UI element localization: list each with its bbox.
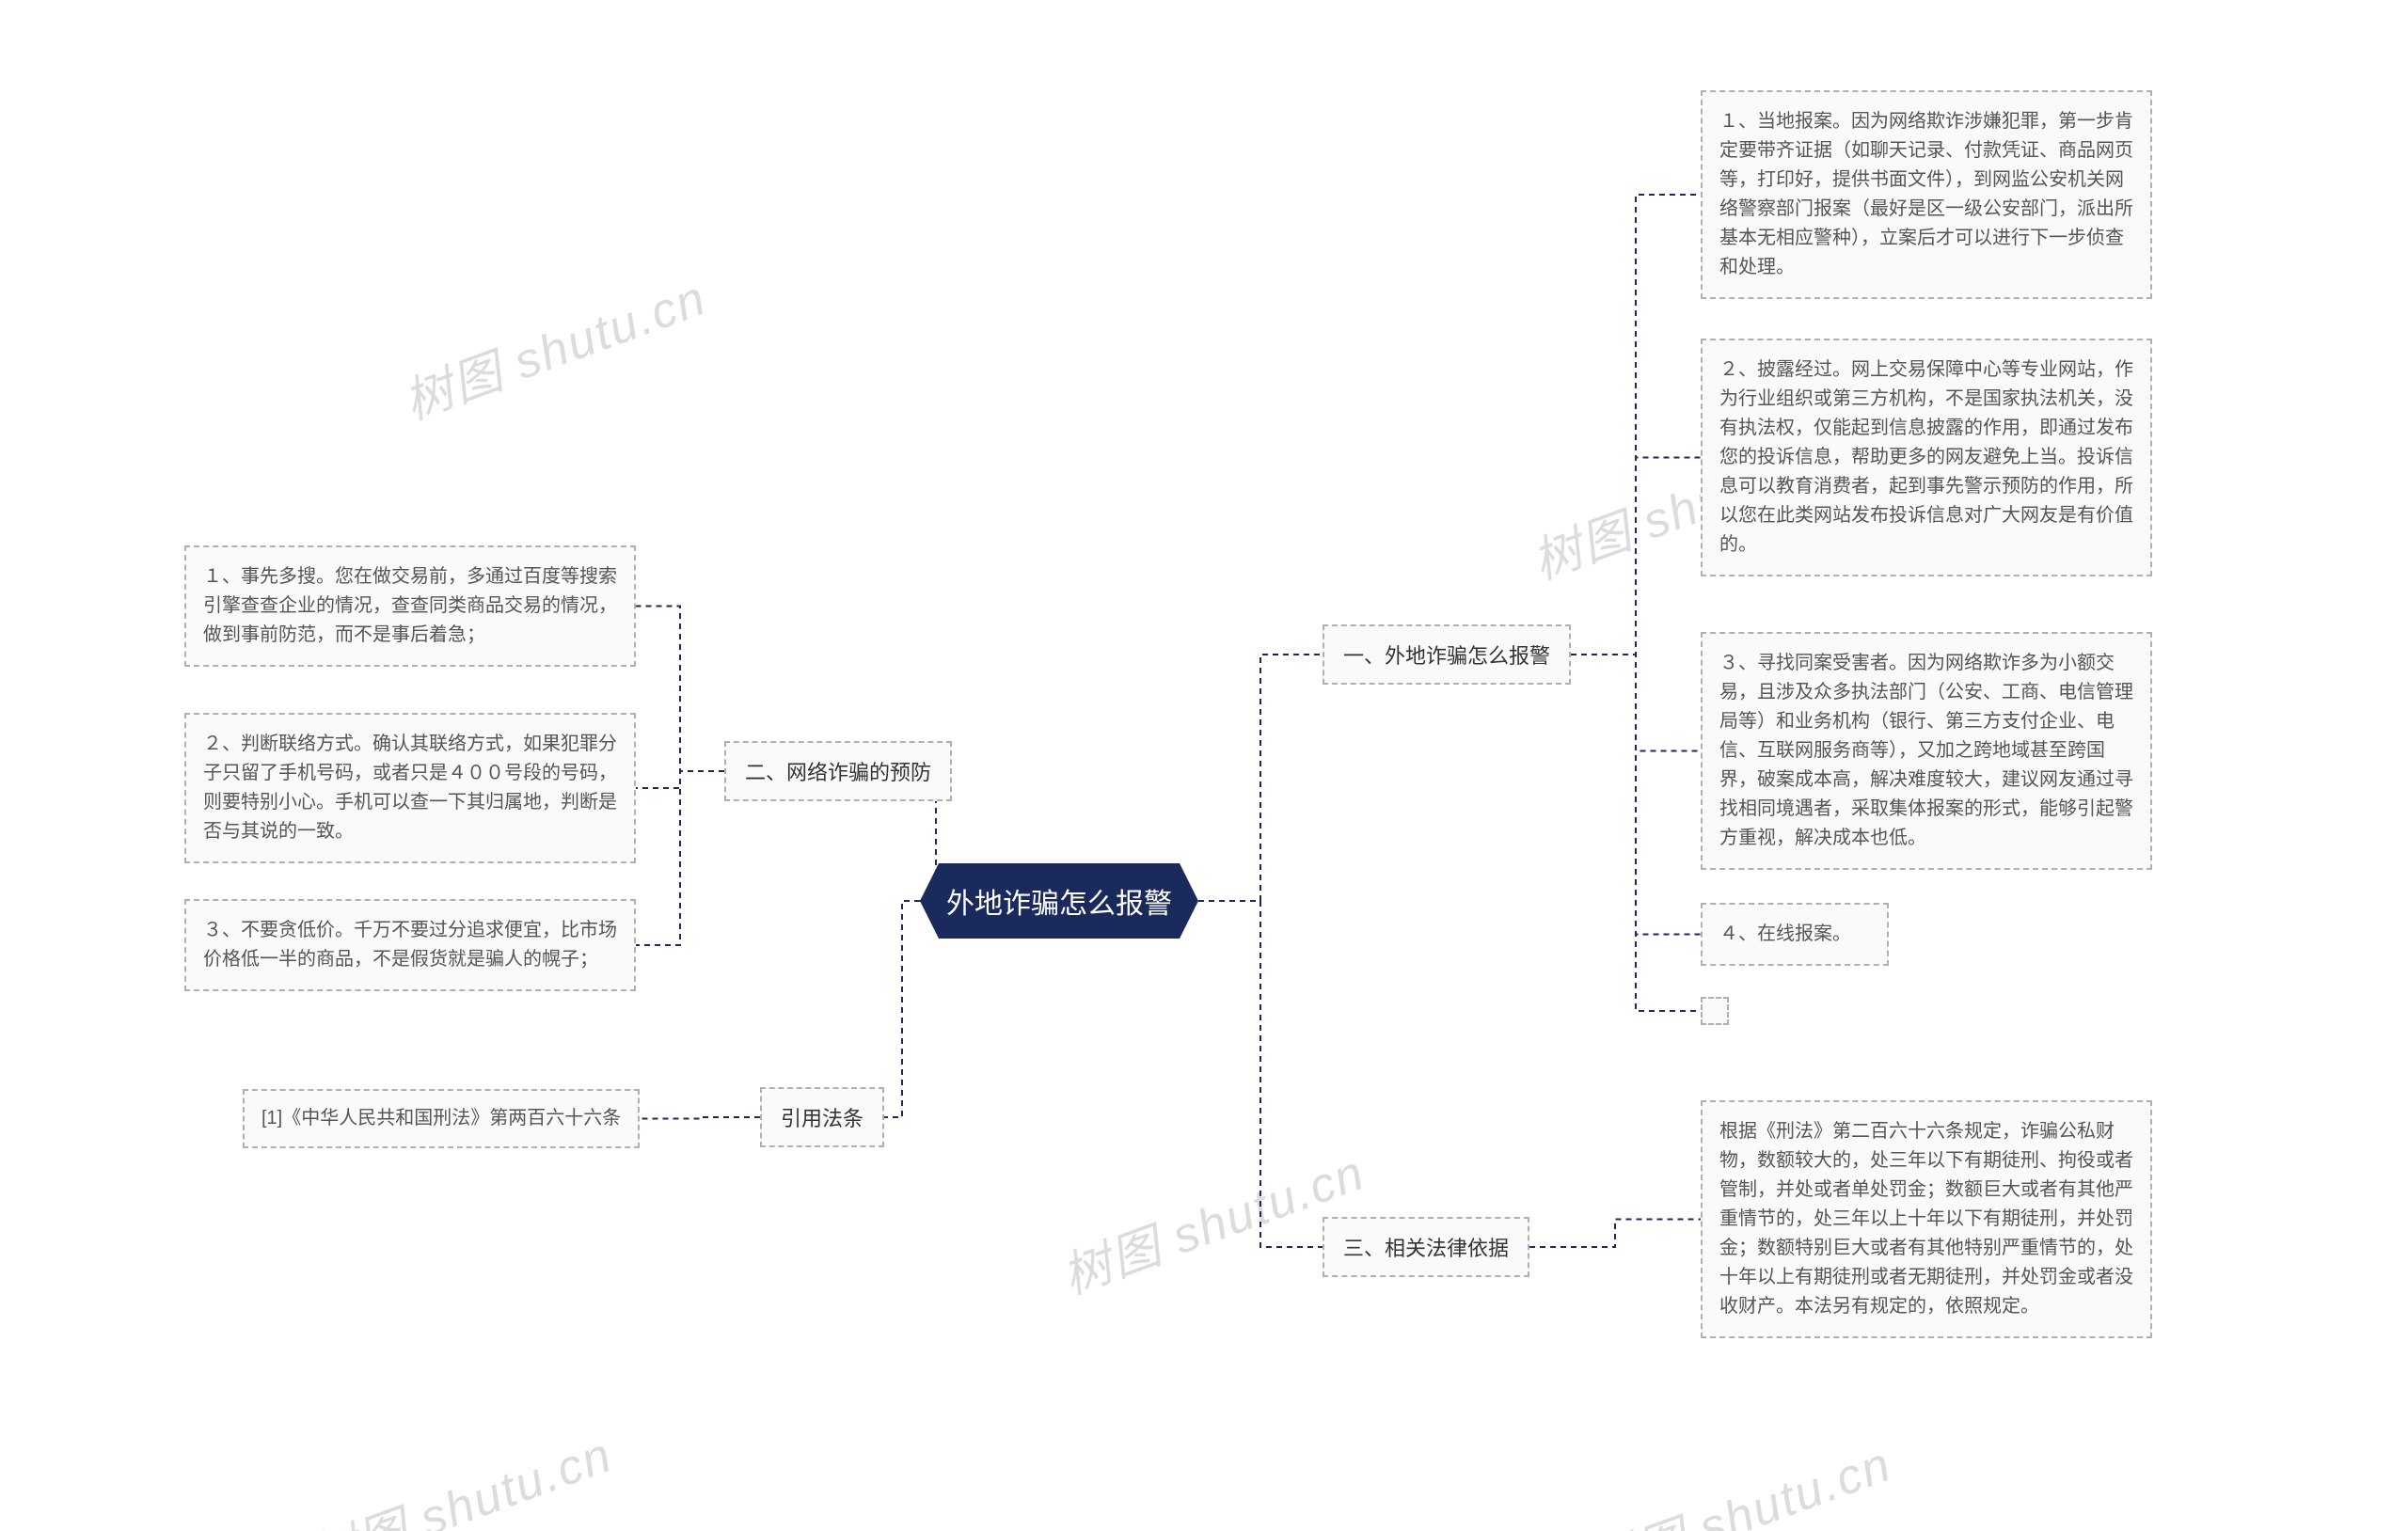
leaf-b1-empty [1701,997,1729,1025]
watermark: 树图 shutu.cn [298,1415,620,1531]
leaf-b3-1: 根据《刑法》第二百六十六条规定，诈骗公私财物，数额较大的，处三年以下有期徒刑、拘… [1701,1100,2152,1338]
leaf-b2-2: ２、判断联络方式。确认其联络方式，如果犯罪分子只留了手机号码，或者只是４００号段… [184,713,636,863]
branch-prevention: 二、网络诈骗的预防 [724,741,952,801]
branch-cited-law: 引用法条 [760,1087,884,1147]
branch-legal-basis: 三、相关法律依据 [1323,1217,1529,1277]
leaf-b1-3: ３、寻找同案受害者。因为网络欺诈多为小额交易，且涉及众多执法部门（公安、工商、电… [1701,632,2152,870]
watermark: 树图 shutu.cn [1577,1425,1899,1531]
leaf-b1-4: ４、在线报案。 [1701,903,1889,966]
leaf-b1-2: ２、披露经过。网上交易保障中心等专业网站，作为行业组织或第三方机构，不是国家执法… [1701,339,2152,576]
watermark: 树图 shutu.cn [392,259,714,434]
leaf-b2-3: ３、不要贪低价。千万不要过分追求便宜，比市场价格低一半的商品，不是假货就是骗人的… [184,899,636,991]
leaf-b1-1: １、当地报案。因为网络欺诈涉嫌犯罪，第一步肯定要带齐证据（如聊天记录、付款凭证、… [1701,90,2152,299]
root-node: 外地诈骗怎么报警 [920,863,1198,939]
leaf-b4-1: [1]《中华人民共和国刑法》第两百六十六条 [243,1089,640,1148]
leaf-b2-1: １、事先多搜。您在做交易前，多通过百度等搜索引擎查查企业的情况，查查同类商品交易… [184,545,636,667]
branch-how-to-report: 一、外地诈骗怎么报警 [1323,624,1571,685]
